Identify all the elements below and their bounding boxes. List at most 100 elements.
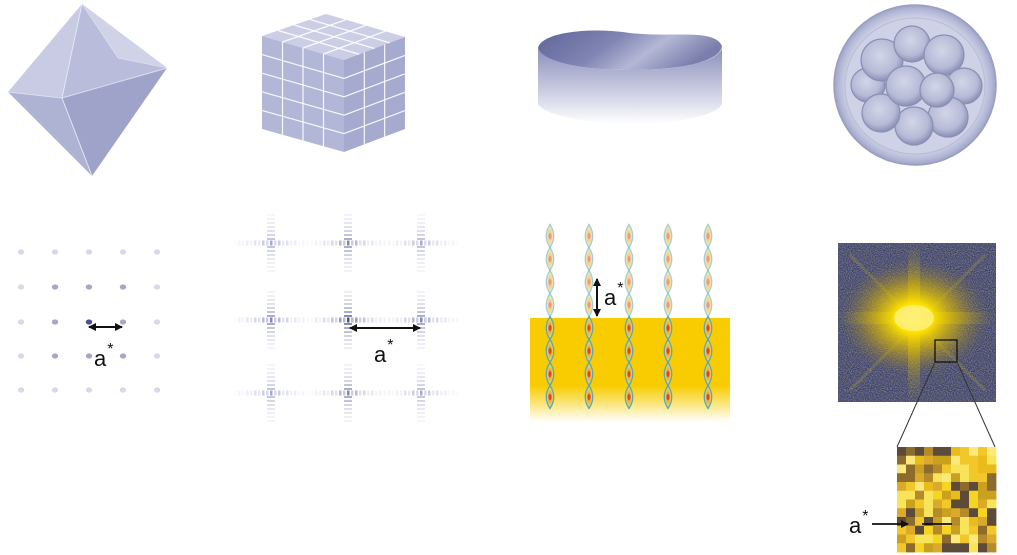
zoom-pixel (933, 499, 943, 509)
zoom-pixel (987, 525, 997, 535)
cross-spot-dash (246, 240, 249, 246)
cube-grid-line (323, 30, 386, 55)
zoom-pixel (969, 534, 979, 544)
lattice-spot (119, 284, 127, 290)
cross-spot-dash (428, 240, 431, 246)
zoom-pixel (951, 517, 961, 527)
lattice-spot (85, 319, 93, 325)
zoom-pixel (942, 490, 952, 500)
cross-spot-dash (258, 317, 261, 323)
cross-spot-dash (344, 404, 352, 406)
rod-segment (663, 223, 673, 249)
thin-film-disc (538, 30, 722, 124)
zoom-pixel (924, 464, 934, 474)
rod-segment (663, 361, 673, 387)
cross-spot-dash (267, 226, 275, 228)
cross-spot-dash (267, 222, 275, 224)
cross-spot-dash (267, 250, 275, 252)
cross-spot-dash (417, 214, 425, 216)
cross-spot-dash (267, 376, 275, 378)
label-base: a (374, 342, 387, 367)
cross-spot-dash (344, 250, 352, 252)
zoom-pixel (897, 473, 907, 483)
cross-spot-dash (290, 240, 293, 246)
diffraction-central-core (894, 305, 934, 331)
cross-spot-dash (417, 335, 425, 337)
zoom-pixel (897, 525, 907, 535)
a-star-label: a* (374, 337, 393, 367)
label-superscript: * (387, 337, 393, 354)
cross-spot-dash (319, 317, 322, 323)
zoom-pixel (960, 525, 970, 535)
rod-lattice-pattern (545, 223, 713, 410)
cross-spot-dash (250, 390, 253, 396)
rod-segment (545, 246, 555, 272)
rod-center-spot (666, 256, 670, 262)
cross-spot-dash (404, 240, 407, 246)
cross-spot-dash (298, 391, 301, 396)
cross-spot-dash (335, 317, 338, 323)
zoom-pixel (933, 534, 943, 544)
zoom-pixel (951, 499, 961, 509)
cube-grid-line (302, 24, 366, 49)
cross-spot-dash (311, 241, 314, 246)
zoom-pixel (924, 482, 934, 492)
cross-spot-dash (344, 303, 352, 305)
cross-spot-dash (267, 408, 275, 410)
cube-grid-line (343, 73, 406, 98)
rod-center-spot (627, 325, 631, 331)
cross-spot-dash (298, 241, 301, 246)
zoom-pixel (933, 490, 943, 500)
cross-spot-dash (417, 315, 425, 317)
rod-segment (703, 338, 713, 364)
rod-segment (545, 223, 555, 249)
cube-grid-lines (261, 18, 406, 147)
rod-segment (703, 384, 713, 410)
zoom-pixel (951, 455, 961, 465)
cross-spot-dash (344, 270, 352, 272)
cross-spot-dash (412, 317, 415, 323)
cross-spot-dash (371, 390, 374, 396)
zoom-pixel (987, 517, 997, 527)
rod-center-spot (548, 279, 552, 285)
cross-spot-dash (344, 214, 352, 216)
disc-side (538, 48, 722, 124)
rod-segment (624, 315, 634, 341)
cross-spot-dash (344, 331, 352, 333)
cross-spot-dash (344, 343, 352, 345)
zoom-pixel (942, 517, 952, 527)
cross-spot-dash (335, 240, 338, 246)
cross-spot-dash (379, 317, 382, 323)
cross-spot-dash (417, 254, 425, 256)
cube-grid-line (261, 54, 345, 79)
cross-spot-dash (344, 420, 352, 422)
zoom-pixel (960, 464, 970, 474)
rod-segment (663, 315, 673, 341)
cross-spot-dash (294, 317, 297, 323)
cross-spot-dash (343, 240, 346, 246)
zoom-pixel (915, 447, 925, 457)
rod-segment (663, 269, 673, 295)
cross-spot-dash (311, 391, 314, 396)
cross-spot-dash (234, 391, 237, 396)
rod-segment (663, 246, 673, 272)
cross-spot-dash (290, 390, 293, 396)
blastomere (894, 106, 934, 146)
cross-spot-dash (344, 246, 352, 248)
cross-spot-dash (388, 240, 391, 246)
rod-center-spot (666, 233, 670, 239)
cross-spot-dash (234, 241, 237, 246)
zoom-pixel (897, 543, 907, 553)
cross-spot-dash (417, 230, 425, 232)
cross-spot-dash (344, 323, 352, 325)
cross-spot-dash (339, 317, 342, 323)
zoom-pixel (924, 490, 934, 500)
cross-spot-dash (359, 317, 362, 323)
cross-spot-dash (246, 317, 249, 323)
lattice-spot (17, 353, 25, 359)
cross-spot-dash (404, 317, 407, 323)
rod-center-spot (548, 348, 552, 354)
cross-spot-dash (267, 343, 275, 345)
cross-spot-dash (344, 396, 352, 398)
rod-segment (624, 246, 634, 272)
